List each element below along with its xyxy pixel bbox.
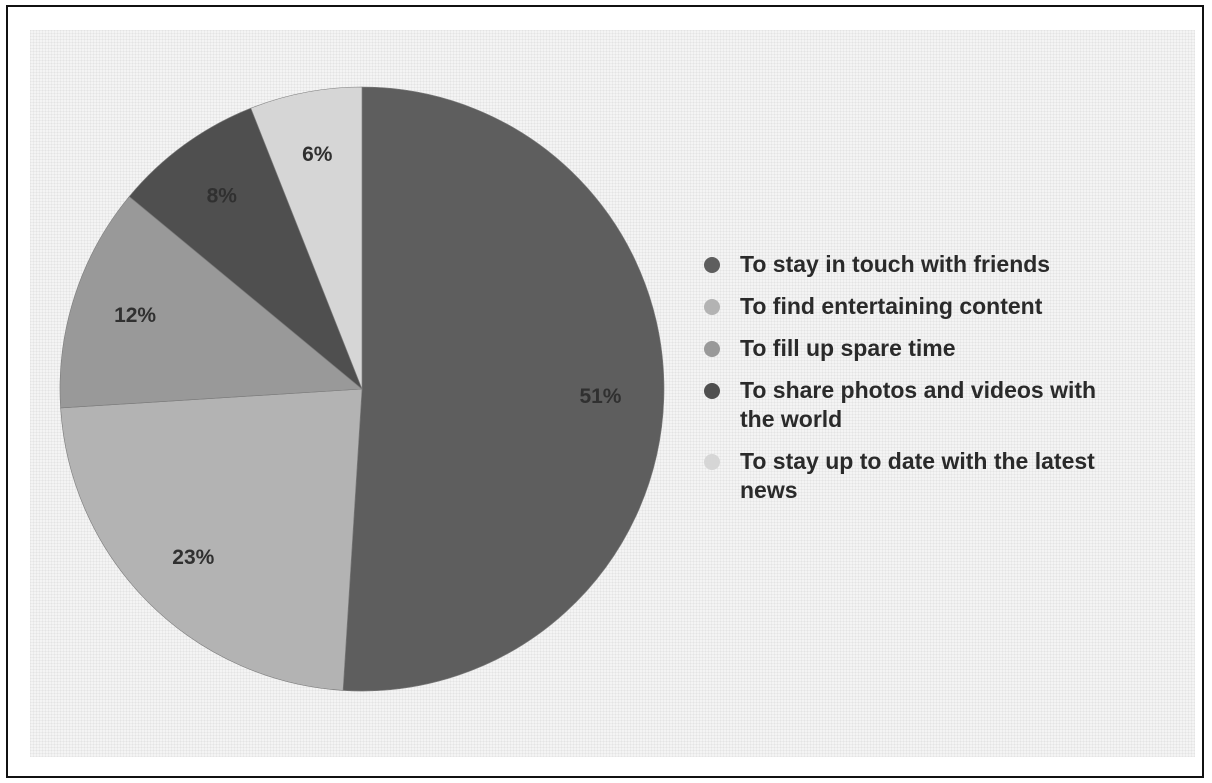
legend-item-latest-news: To stay up to date with the latest news (704, 447, 1134, 505)
legend-swatch-share-photos (704, 383, 720, 399)
pie-label-to-find-entertaining-content: 23% (172, 546, 214, 569)
legend-label-share-photos: To share photos and videos with the worl… (740, 377, 1097, 432)
legend-swatch-stay-in-touch (704, 257, 720, 273)
pie-slices (59, 86, 665, 692)
pie-slice-to-share-photos-and-videos-with-the-world (128, 107, 363, 390)
pie-label-to-stay-in-touch-with-friends: 51% (579, 385, 621, 408)
pie-slice-labels: 51% 23% 12% 8% 6% (114, 143, 622, 569)
legend-label-spare-time: To fill up spare time (740, 335, 956, 361)
pie-label-to-stay-up-to-date-with-the-latest-news: 6% (302, 143, 333, 166)
pie-slice-to-stay-in-touch-with-friends (342, 86, 665, 692)
legend-item-spare-time: To fill up spare time (704, 334, 1134, 363)
legend-swatch-spare-time (704, 341, 720, 357)
legend: To stay in touch with friends To find en… (704, 250, 1134, 518)
legend-label-stay-in-touch: To stay in touch with friends (740, 251, 1051, 277)
legend-swatch-latest-news (704, 454, 720, 470)
pie-label-to-fill-up-spare-time: 12% (114, 304, 156, 327)
legend-label-entertaining-content: To find entertaining content (740, 293, 1043, 319)
pie-label-to-share-photos-and-videos-with-the-world: 8% (207, 184, 238, 207)
legend-item-stay-in-touch: To stay in touch with friends (704, 250, 1134, 279)
legend-label-latest-news: To stay up to date with the latest news (740, 448, 1095, 503)
legend-item-share-photos: To share photos and videos with the worl… (704, 376, 1134, 434)
pie-slice-to-stay-up-to-date-with-the-latest-news (250, 86, 363, 390)
pie-slice-to-find-entertaining-content (60, 388, 363, 691)
pie-slice-to-fill-up-spare-time (59, 196, 363, 409)
legend-item-entertaining-content: To find entertaining content (704, 292, 1134, 321)
legend-swatch-entertaining-content (704, 299, 720, 315)
